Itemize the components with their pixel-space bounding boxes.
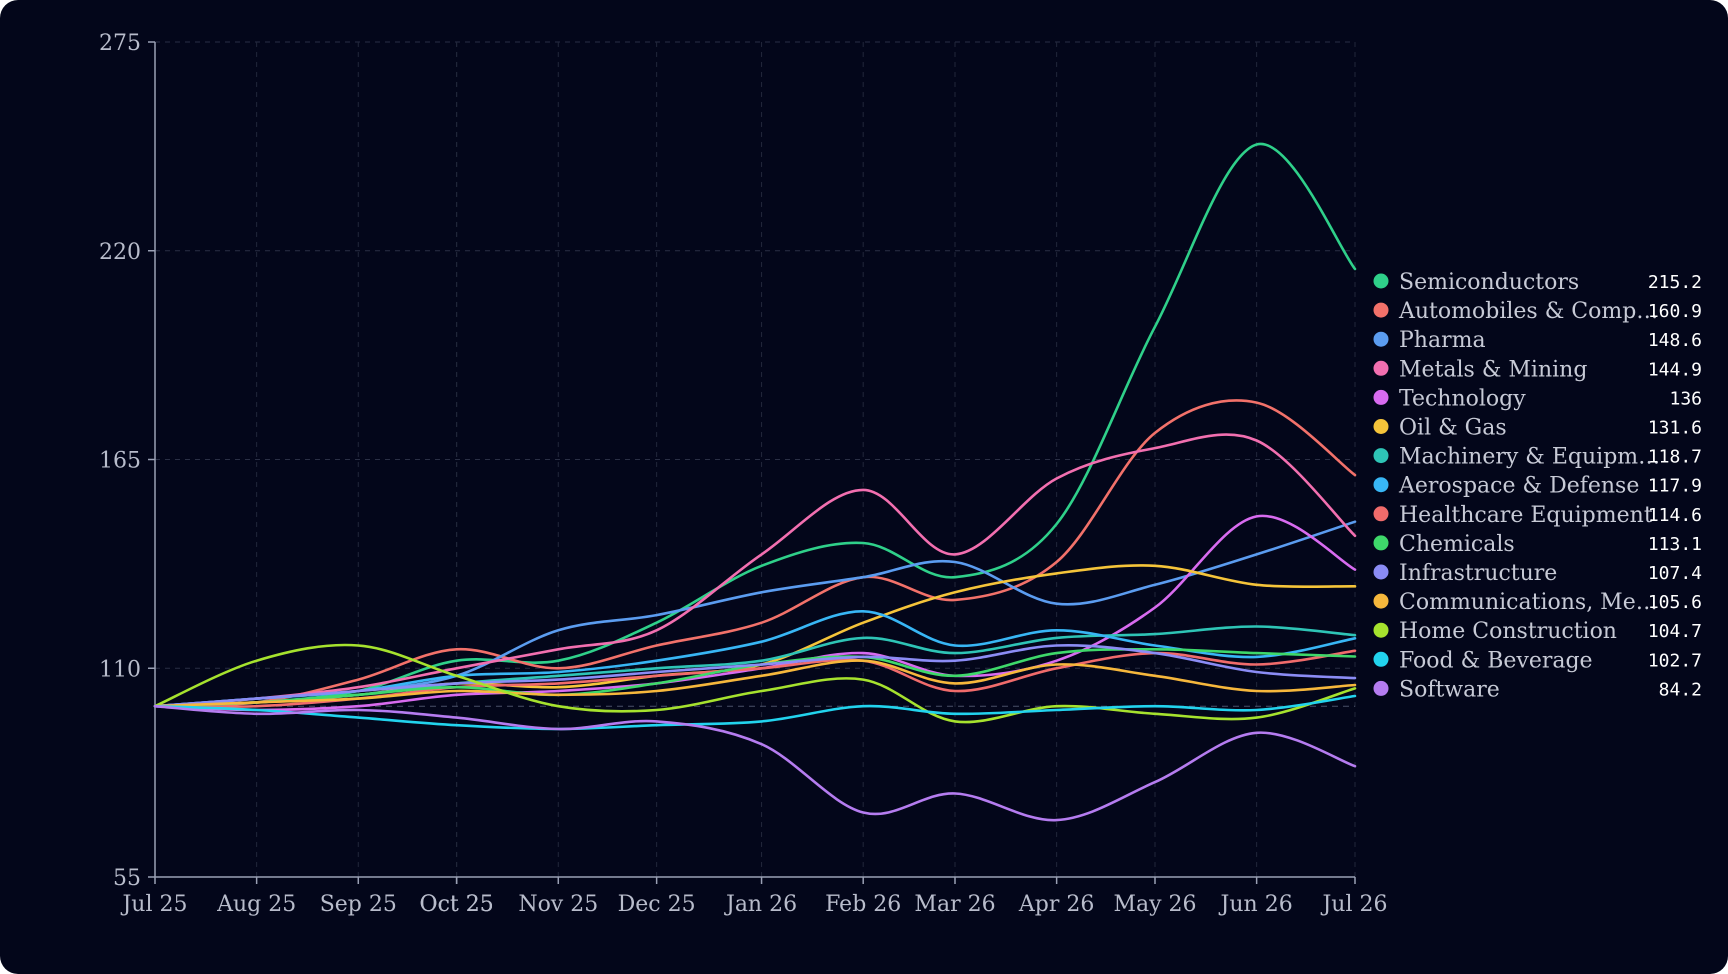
x-tick-label: Aug 25 [216, 892, 296, 917]
x-tick-label: Sep 25 [320, 892, 397, 917]
x-tick-label: Oct 25 [420, 892, 494, 917]
legend-value: 114.6 [1648, 505, 1702, 526]
legend-label: Automobiles & Comp… [1398, 299, 1658, 324]
legend-value: 113.1 [1648, 534, 1702, 555]
legend-marker [1373, 477, 1389, 493]
legend-value: 131.6 [1648, 418, 1702, 439]
legend-label: Aerospace & Defense [1398, 474, 1639, 499]
legend-value: 104.7 [1648, 621, 1702, 642]
x-tick-label: Jan 26 [724, 892, 797, 917]
series-line [153, 659, 1357, 708]
legend-value: 136 [1669, 388, 1702, 409]
legend-label: Oil & Gas [1399, 416, 1507, 441]
legend-label: Infrastructure [1399, 561, 1557, 586]
series-line [153, 643, 1357, 708]
x-tick-label: Jul 26 [1320, 892, 1387, 917]
legend-label: Pharma [1399, 328, 1486, 353]
x-tick-label: May 26 [1113, 892, 1196, 917]
y-tick-label: 110 [99, 657, 141, 682]
legend-value: 148.6 [1648, 330, 1702, 351]
series-layer [153, 142, 1357, 822]
series-line [153, 694, 1357, 731]
legend-value: 102.7 [1648, 650, 1702, 671]
legend-label: Food & Beverage [1399, 648, 1593, 673]
y-tick-label: 275 [99, 31, 141, 56]
y-tick-label: 220 [99, 240, 141, 265]
legend-label: Technology [1399, 386, 1526, 411]
x-tick-label: Apr 26 [1018, 892, 1094, 917]
legend-marker [1373, 389, 1389, 405]
legend-value: 105.6 [1648, 592, 1702, 613]
legend-marker [1373, 506, 1389, 522]
series-line [153, 399, 1357, 708]
legend-marker [1373, 448, 1389, 464]
y-tick-label: 55 [113, 866, 141, 891]
legend-label: Communications, Me… [1399, 590, 1658, 615]
series-line [153, 142, 1357, 708]
legend-value: 107.4 [1648, 563, 1702, 584]
legend-marker [1373, 564, 1389, 580]
series-line [153, 514, 1357, 712]
x-tick-label: Feb 26 [825, 892, 901, 917]
legend-label: Home Construction [1399, 619, 1617, 644]
legend-marker [1373, 360, 1389, 376]
legend-marker [1373, 419, 1389, 434]
legend-value: 118.7 [1648, 447, 1702, 468]
legend-marker [1373, 535, 1389, 551]
legend-marker [1373, 302, 1389, 318]
legend-value: 117.9 [1648, 476, 1702, 497]
legend-marker [1373, 651, 1389, 667]
legend-value: 84.2 [1659, 679, 1702, 700]
series-line [153, 643, 1357, 724]
series-line [153, 433, 1357, 708]
legend-marker [1373, 331, 1389, 347]
legend-marker [1373, 273, 1389, 289]
x-tick-label: Jun 26 [1219, 892, 1293, 917]
x-tick-label: Mar 26 [914, 892, 995, 917]
legend-marker [1373, 622, 1389, 638]
x-tick-label: Jul 25 [120, 892, 187, 917]
legend-value: 144.9 [1648, 359, 1702, 380]
legend-label: Semiconductors [1399, 270, 1579, 295]
legend-label: Machinery & Equipm… [1399, 445, 1660, 470]
x-tick-label: Oct 25 [420, 892, 494, 917]
legend-marker [1373, 680, 1389, 696]
legend-marker [1373, 593, 1389, 609]
legend-label: Software [1399, 677, 1500, 702]
legend-label: Metals & Mining [1399, 357, 1587, 382]
x-tick-label: Dec 25 [618, 892, 696, 917]
legend: Semiconductors 215.2 Automobiles & Comp…16… [1373, 270, 1702, 702]
y-tick-label: 165 [99, 449, 141, 474]
x-tick-label: Nov 25 [518, 892, 598, 917]
legend-value: 215.2 [1648, 272, 1702, 293]
legend-label: Healthcare Equipment [1399, 503, 1653, 528]
grid [154, 41, 1356, 878]
legend-value: 160.9 [1648, 301, 1702, 322]
series-line [153, 704, 1357, 822]
legend-label: Chemicals [1399, 532, 1515, 557]
